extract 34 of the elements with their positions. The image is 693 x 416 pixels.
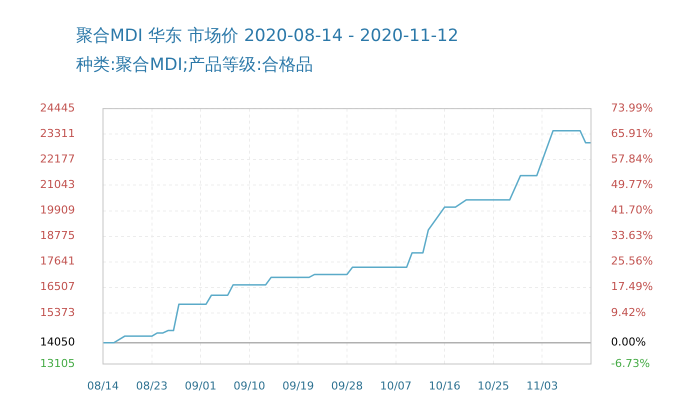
x-tick-label: 08/14	[87, 379, 119, 392]
x-tick-label: 09/01	[184, 379, 216, 392]
chart-subtitle: 种类:聚合MDI;产品等级:合格品	[76, 54, 313, 76]
y2-tick-label: 65.91%	[611, 127, 653, 140]
y2-tick-label: 0.00%	[611, 336, 646, 349]
y-tick-label: 24445	[40, 101, 75, 114]
y-tick-label: 23311	[40, 127, 75, 140]
chart-title: 聚合MDI 华东 市场价 2020-08-14 - 2020-11-12	[76, 25, 459, 47]
y-tick-label: 22177	[40, 152, 75, 166]
y2-tick-label: 57.84%	[611, 152, 653, 166]
x-tick-label: 09/19	[282, 379, 314, 392]
x-tick-label: 09/10	[234, 379, 266, 392]
y-tick-label: 19909	[40, 204, 75, 217]
y-tick-label: 21043	[40, 178, 75, 192]
y-tick-label: 17641	[40, 254, 75, 268]
y2-tick-label: 9.42%	[611, 306, 646, 319]
y-tick-label: 16507	[40, 280, 75, 294]
y2-tick-label: -6.73%	[611, 356, 650, 370]
x-tick-label: 10/07	[380, 379, 412, 392]
x-tick-label: 09/28	[331, 379, 363, 392]
y-tick-label: 18775	[40, 229, 75, 242]
x-tick-label: 10/16	[428, 379, 460, 392]
y2-tick-label: 73.99%	[611, 101, 653, 114]
y-tick-label: 14050	[40, 336, 75, 349]
y-tick-label: 13105	[40, 356, 75, 370]
y2-tick-label: 33.63%	[611, 229, 653, 242]
y2-tick-label: 49.77%	[611, 178, 653, 192]
x-tick-label: 10/25	[478, 379, 510, 392]
y-tick-label: 15373	[40, 306, 75, 319]
x-tick-label: 11/03	[526, 379, 558, 392]
y2-tick-label: 17.49%	[611, 280, 653, 294]
y2-tick-label: 25.56%	[611, 254, 653, 268]
x-tick-label: 08/23	[136, 379, 168, 392]
y2-tick-label: 41.70%	[611, 204, 653, 217]
